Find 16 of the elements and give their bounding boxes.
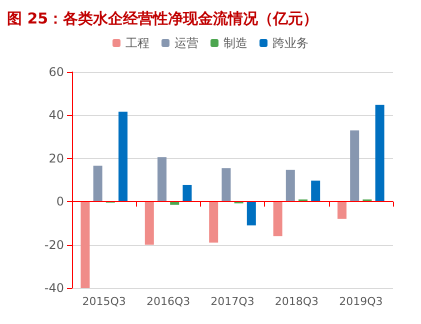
x-tick-label: 2016Q3 <box>146 295 190 308</box>
y-tick-label: -20 <box>44 238 64 252</box>
x-tick-label: 2017Q3 <box>210 295 254 308</box>
y-tick-label: 0 <box>56 194 64 209</box>
y-tick-label: -40 <box>44 281 64 295</box>
y-tick-label: 20 <box>48 151 64 166</box>
x-tick-label: 2015Q3 <box>82 295 126 308</box>
y-tick-label: 60 <box>48 65 64 79</box>
x-tick-label: 2018Q3 <box>274 295 319 308</box>
legend-label: 跨业务 <box>272 36 308 50</box>
chart-title: 图 25：各类水企经营性净现金流情况（亿元） <box>7 10 318 28</box>
legend-label: 运营 <box>174 36 198 50</box>
legend-label: 工程 <box>126 36 150 50</box>
x-tick-label: 2019Q3 <box>339 295 383 308</box>
legend-label: 制造 <box>224 36 248 50</box>
y-tick-label: 40 <box>48 108 64 122</box>
